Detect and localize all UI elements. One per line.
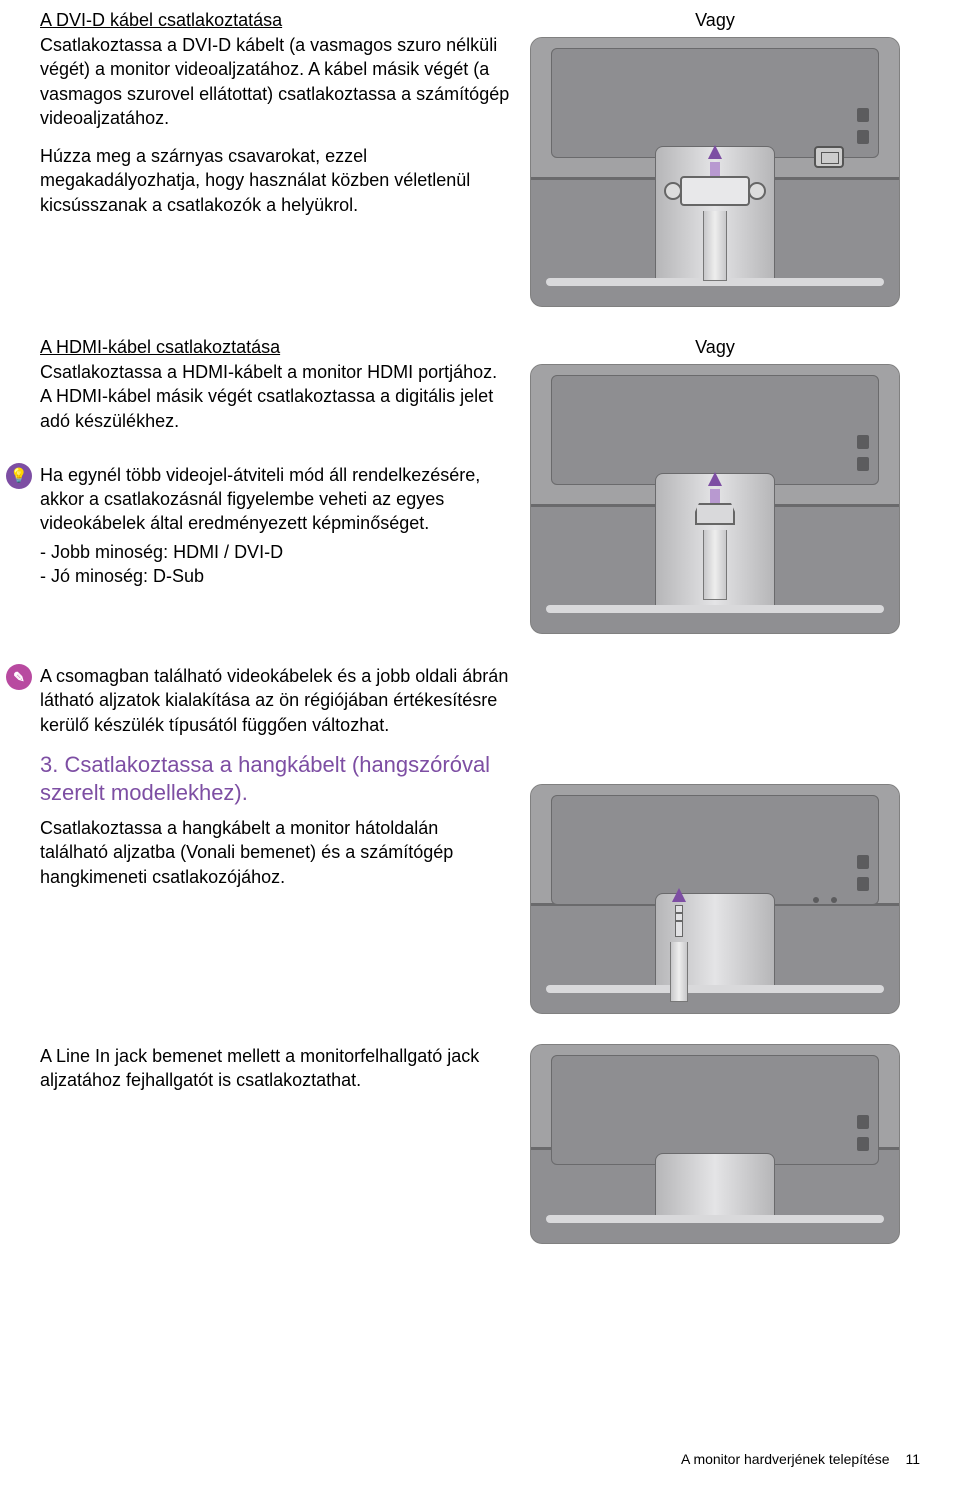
page-footer: A monitor hardverjének telepítése 11 bbox=[681, 1451, 920, 1467]
dvi-section-title: A DVI-D kábel csatlakoztatása bbox=[40, 10, 510, 31]
region-note-paragraph: A csomagban található videokábelek és a … bbox=[40, 664, 510, 737]
dvi-illustration: ▲ bbox=[530, 37, 900, 307]
hdmi-paragraph-1: Csatlakoztassa a HDMI-kábelt a monitor H… bbox=[40, 360, 510, 433]
dvi-paragraph-1: Csatlakoztassa a DVI-D kábelt (a vasmago… bbox=[40, 33, 510, 130]
audio-jack-icon bbox=[675, 905, 683, 937]
tip-bulb-icon: 💡 bbox=[6, 463, 32, 489]
footer-page-number: 11 bbox=[905, 1451, 920, 1467]
hdmi-connector-icon bbox=[695, 503, 735, 525]
arrow-up-icon: ▲ bbox=[666, 465, 764, 493]
step3-paragraph: Csatlakoztassa a hangkábelt a monitor há… bbox=[40, 816, 510, 889]
tip-line-good: - Jó minoség: D-Sub bbox=[40, 564, 510, 588]
line-in-paragraph: A Line In jack bemenet mellett a monitor… bbox=[40, 1044, 510, 1093]
vagy-label-2: Vagy bbox=[530, 337, 900, 358]
step3-heading: 3. Csatlakoztassa a hangkábelt (hangszór… bbox=[40, 751, 510, 808]
tip-paragraph: Ha egynél több videojel-átviteli mód áll… bbox=[40, 463, 510, 536]
arrow-up-icon: ▲ bbox=[666, 138, 764, 166]
vagy-label-1: Vagy bbox=[530, 10, 900, 31]
note-pencil-icon: ✎ bbox=[6, 664, 32, 690]
tip-line-better: - Jobb minoség: HDMI / DVI-D bbox=[40, 540, 510, 564]
hdmi-section-title: A HDMI-kábel csatlakoztatása bbox=[40, 337, 510, 358]
footer-text: A monitor hardverjének telepítése bbox=[681, 1451, 890, 1467]
line-in-illustration bbox=[530, 1044, 900, 1244]
dvi-connector-icon bbox=[680, 176, 750, 206]
audio-illustration: ▲ bbox=[530, 784, 900, 1014]
step3-title: Csatlakoztassa a hangkábelt (hangszóróva… bbox=[40, 752, 490, 806]
step3-number: 3. bbox=[40, 752, 58, 777]
dvi-paragraph-2: Húzza meg a szárnyas csavarokat, ezzel m… bbox=[40, 144, 510, 217]
hdmi-illustration: ▲ bbox=[530, 364, 900, 634]
